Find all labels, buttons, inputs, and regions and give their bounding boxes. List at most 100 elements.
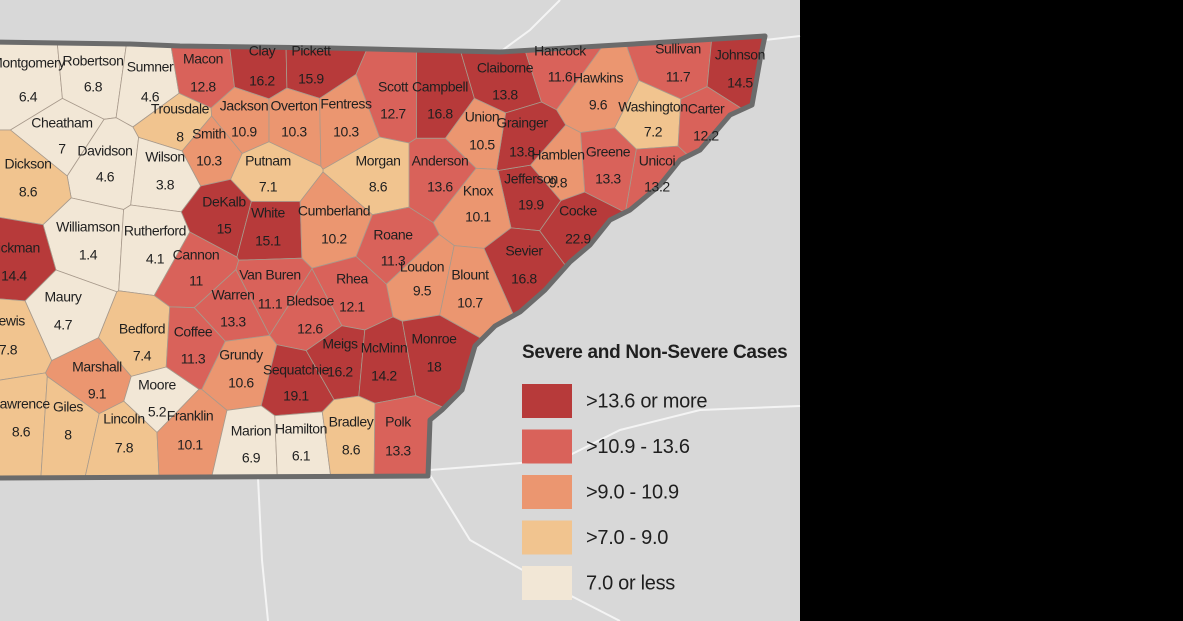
black-margin [800, 0, 1183, 621]
state-border [429, 405, 801, 471]
county-value: 15.9 [298, 71, 324, 87]
county-name: Washington [618, 99, 687, 115]
county-name: Monroe [411, 331, 457, 347]
county-value: 13.8 [509, 144, 535, 160]
county-name: Warren [212, 287, 255, 303]
county-value: 9.6 [589, 97, 608, 113]
county-name: Rutherford [124, 223, 186, 239]
county-value: 11.3 [381, 253, 406, 269]
county-value: 13.6 [427, 179, 453, 195]
county-value: 14.2 [371, 368, 397, 384]
county-value: 10.3 [196, 153, 222, 169]
county-value: 13.2 [644, 179, 670, 195]
county-name: Carter [688, 101, 725, 117]
county-name: Clay [249, 43, 276, 59]
county-value: 4.7 [54, 317, 73, 333]
county-value: 16.8 [427, 106, 453, 122]
state-border [429, 474, 621, 621]
county-name: Sullivan [655, 41, 701, 57]
county-value: 9.8 [549, 175, 568, 191]
county-value: 12.8 [190, 79, 216, 95]
county-value: 12.6 [297, 321, 323, 337]
county-name: Maury [45, 289, 82, 305]
county-value: 7 [58, 141, 66, 157]
county-name: Cheatham [31, 115, 92, 131]
county-name: Wilson [145, 149, 185, 165]
county-value: 12.2 [693, 128, 719, 144]
county-value: 7.8 [115, 440, 134, 456]
counties [0, 36, 765, 478]
county-name: Moore [138, 377, 176, 393]
county-value: 15 [217, 221, 232, 237]
county-name: Hawkins [573, 70, 624, 86]
county-value: 7.1 [259, 179, 278, 195]
legend: Severe and Non-Severe Cases >13.6 or mor… [522, 342, 788, 600]
county-name: Montgomery [0, 55, 65, 71]
neighbor-borders [257, 0, 801, 621]
county-value: 10.1 [465, 209, 491, 225]
county-value: 14.4 [1, 268, 27, 284]
county-value: 11.3 [181, 351, 206, 367]
county-value: 9.1 [88, 386, 107, 402]
county-name: Lincoln [103, 411, 145, 427]
county-name: Bedford [119, 321, 165, 337]
county-name: Unicoi [639, 153, 676, 169]
county-name: Hancock [534, 43, 587, 59]
county-name: Jefferson [504, 171, 558, 187]
county-value: 11.7 [666, 69, 691, 85]
county-name: Pickett [291, 43, 331, 59]
county-value: 4.1 [146, 251, 165, 267]
county-value: 10.3 [281, 124, 307, 140]
county-name: Davidson [77, 143, 132, 159]
legend-label: >7.0 - 9.0 [586, 527, 668, 549]
state-outline [0, 33, 768, 481]
county-name: Sevier [505, 243, 543, 259]
county-name: Cumberland [298, 203, 370, 219]
county-name: Van Buren [239, 267, 301, 283]
county-value: 4.6 [141, 89, 160, 105]
county-value: 7.2 [644, 124, 663, 140]
county-value: 10.1 [177, 437, 203, 453]
county-name: Marion [231, 423, 271, 439]
legend-label: >9.0 - 10.9 [586, 481, 679, 503]
county-name: Morgan [355, 153, 400, 169]
county-name: Rhea [336, 271, 368, 287]
county-value: 16.8 [511, 271, 537, 287]
county-value: 10.3 [333, 124, 359, 140]
county-value: 16.2 [249, 73, 275, 89]
county-name: Campbell [412, 79, 468, 95]
legend-swatch [522, 384, 572, 418]
county-value: 3.8 [156, 177, 175, 193]
county-value: 13.8 [492, 87, 518, 103]
legend-label: 7.0 or less [586, 572, 675, 594]
county-name: Jackson [220, 98, 269, 114]
county-value: 6.9 [242, 450, 261, 466]
county-value: 22.9 [565, 231, 591, 247]
county-name: Hamblen [531, 147, 584, 163]
county-name: Macon [183, 51, 223, 67]
county-name: Loudon [400, 259, 444, 275]
county-value: 4.6 [96, 169, 115, 185]
county-value: 18 [427, 359, 442, 375]
county-value: 13.3 [595, 171, 621, 187]
county-value: 10.2 [321, 231, 347, 247]
county-name: Bradley [329, 414, 374, 430]
county-name: Williamson [56, 219, 120, 235]
county-name: Greene [586, 144, 631, 160]
county-name: Robertson [63, 53, 124, 69]
county-value: 8 [64, 427, 72, 443]
county-value: 11.6 [548, 69, 573, 85]
county-value: 11.1 [258, 296, 283, 312]
county-name: Hickman [0, 240, 40, 256]
county-value: 8.6 [342, 442, 361, 458]
county-value: 16.2 [327, 364, 353, 380]
county-value: 10.5 [469, 137, 495, 153]
county-name: Meigs [322, 336, 358, 352]
county-value: 12.1 [339, 299, 365, 315]
county-name: Sumner [127, 59, 174, 75]
county-value: 10.9 [231, 124, 257, 140]
county-value: 9.5 [413, 283, 432, 299]
county-name: Putnam [245, 153, 291, 169]
